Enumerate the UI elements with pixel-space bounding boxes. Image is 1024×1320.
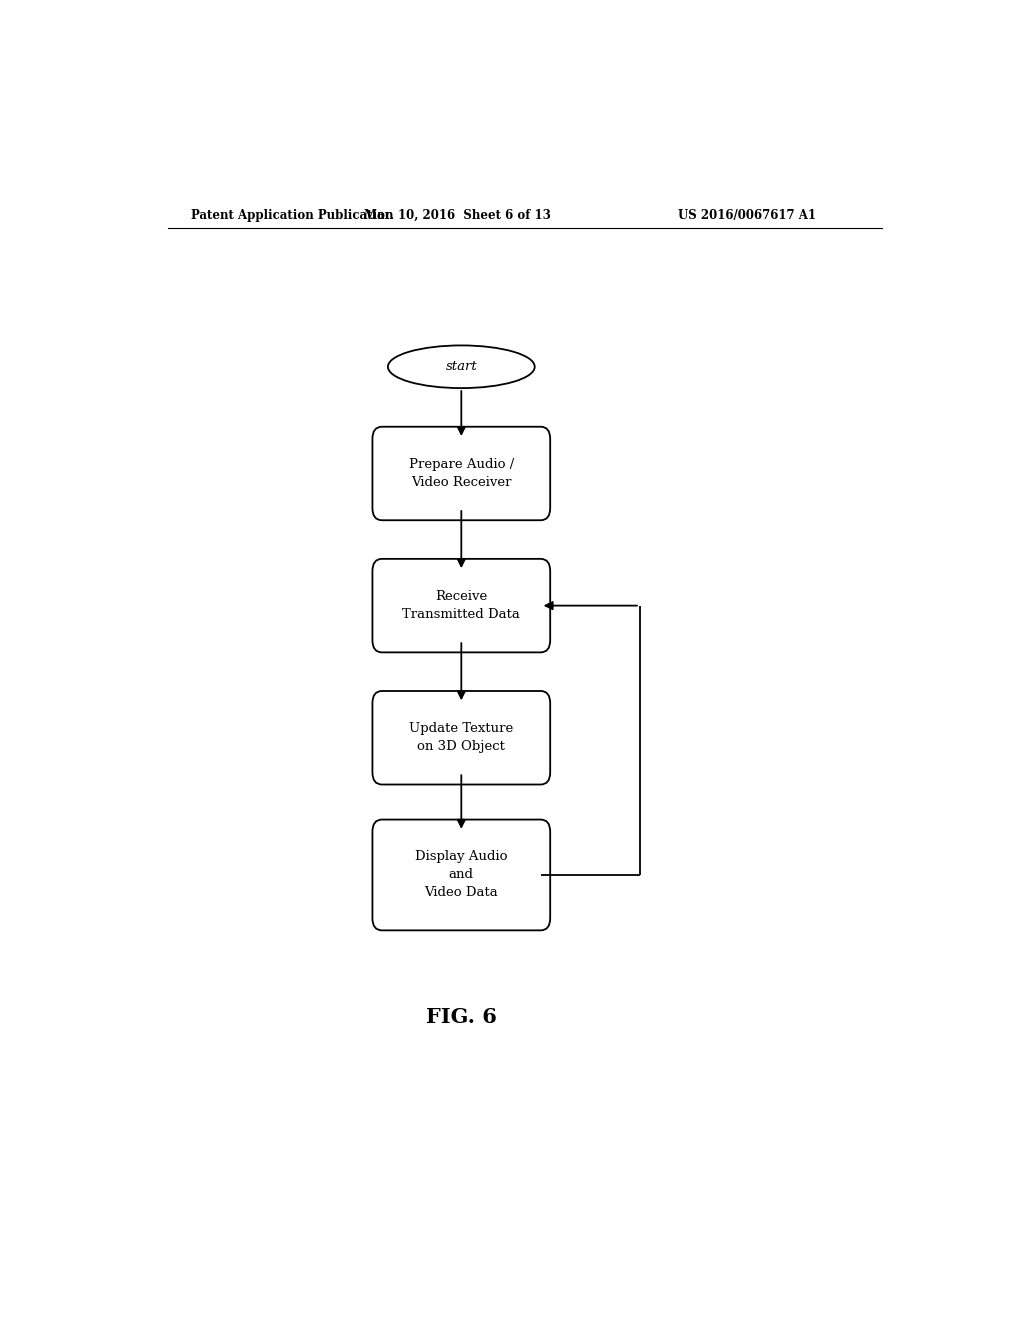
Text: Display Audio
and
Video Data: Display Audio and Video Data <box>415 850 508 899</box>
Text: US 2016/0067617 A1: US 2016/0067617 A1 <box>678 209 816 222</box>
Text: FIG. 6: FIG. 6 <box>426 1007 497 1027</box>
FancyBboxPatch shape <box>373 690 550 784</box>
Text: Mar. 10, 2016  Sheet 6 of 13: Mar. 10, 2016 Sheet 6 of 13 <box>364 209 551 222</box>
FancyBboxPatch shape <box>373 426 550 520</box>
FancyBboxPatch shape <box>373 820 550 931</box>
FancyBboxPatch shape <box>373 558 550 652</box>
Text: Update Texture
on 3D Object: Update Texture on 3D Object <box>410 722 513 754</box>
Text: start: start <box>445 360 477 374</box>
Text: Patent Application Publication: Patent Application Publication <box>191 209 394 222</box>
Ellipse shape <box>388 346 535 388</box>
Text: Receive
Transmitted Data: Receive Transmitted Data <box>402 590 520 622</box>
Text: Prepare Audio /
Video Receiver: Prepare Audio / Video Receiver <box>409 458 514 488</box>
